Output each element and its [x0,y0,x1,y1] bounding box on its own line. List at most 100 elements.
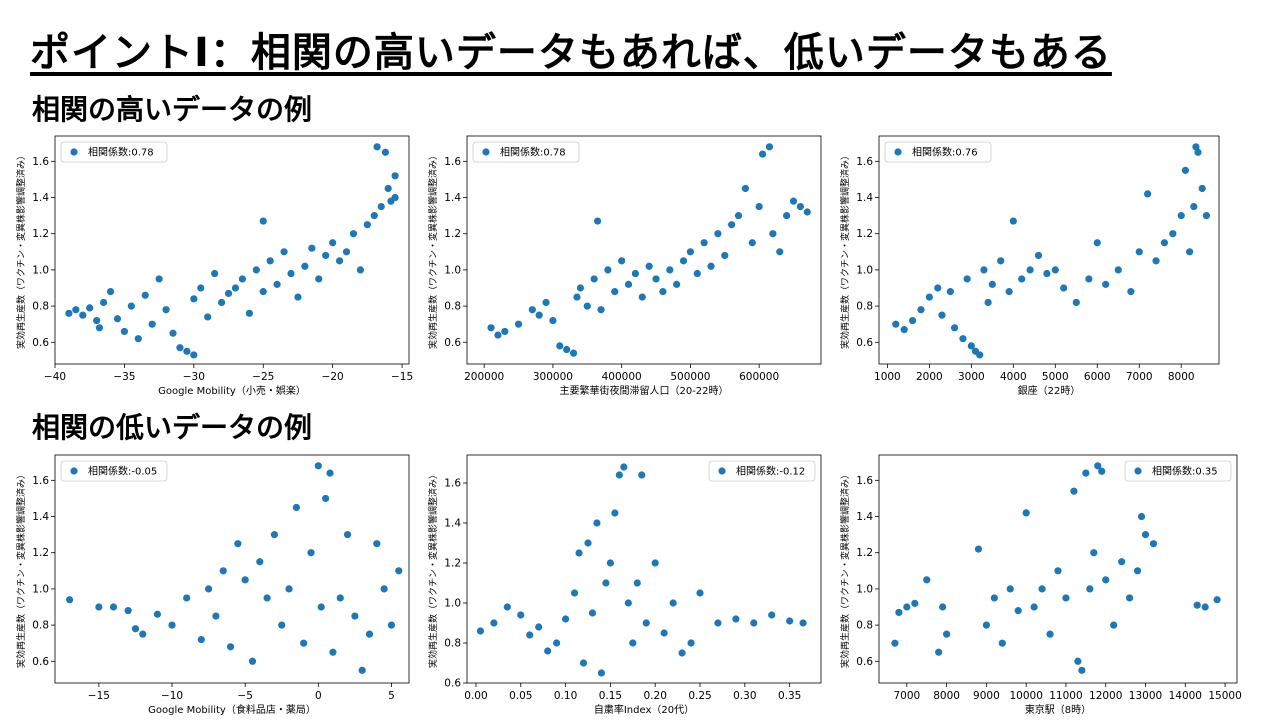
data-point [1193,601,1201,609]
x-tick-label: −10 [161,690,183,702]
data-point [620,463,628,471]
data-point [226,643,235,651]
data-point [148,320,156,328]
legend-label: 相関係数:0.78 [88,146,154,159]
data-point [335,257,344,265]
data-point [120,327,129,336]
data-point [908,316,917,325]
data-point [72,306,80,314]
data-point [652,275,660,283]
data-point [535,623,543,631]
data-point [1030,603,1038,611]
y-tick-label: 1.4 [32,192,49,204]
y-tick-label: 0.8 [856,620,873,632]
data-point [783,212,791,220]
data-point [769,230,777,238]
y-tick-label: 0.8 [444,301,461,313]
x-axis-label: Google Mobility（小売・娯楽） [158,384,306,397]
data-point [900,326,908,334]
data-point [1034,251,1043,260]
data-point [1014,607,1022,615]
data-point [1102,280,1110,288]
legend-box [60,460,168,482]
data-point [1078,666,1086,674]
data-point [1070,487,1078,495]
data-point [391,193,399,202]
data-point [651,559,659,567]
data-point [923,576,931,584]
data-point [631,269,640,278]
data-point [1149,540,1158,548]
data-point [556,342,564,350]
data-point [976,351,984,359]
data-point [575,549,583,557]
data-point [659,288,667,296]
data-point [895,608,903,617]
data-point [1169,230,1177,238]
data-point [1085,275,1093,283]
y-tick-label: 1.4 [856,511,873,523]
legend-label: 相関係数:0.35 [1152,465,1218,478]
legend-label: 相関係数:0.78 [500,146,566,159]
data-point [79,311,87,319]
data-point [294,293,302,301]
data-point [1102,576,1110,584]
y-tick-label: 0.6 [444,337,461,349]
data-point [134,335,142,343]
data-point [106,288,115,296]
data-point [259,217,267,225]
data-point [528,306,536,314]
data-point [501,327,509,336]
data-point [1114,266,1122,274]
y-axis-label: 実効再生産数（ワクチン・変異株影響調整済み） [427,470,439,668]
data-point [597,669,606,677]
data-point [988,280,996,288]
x-tick-label: 400000 [602,371,642,383]
data-point [611,509,619,517]
data-point [65,309,73,317]
legend-label: 相関係数:-0.12 [736,465,805,478]
data-point [212,612,220,620]
data-point [1126,594,1134,602]
data-point [234,540,242,548]
data-point [748,239,756,247]
data-point [714,619,722,627]
x-tick-label: 0.10 [554,690,577,702]
data-point [211,269,219,278]
legend-box [60,141,168,163]
y-tick-label: 1.4 [444,518,461,530]
data-point [292,503,300,512]
data-point [1074,657,1082,665]
x-axis-label: 主要繁華街夜間滞留人口（20-22時） [559,384,728,397]
data-point [1054,567,1062,575]
data-point [984,298,992,307]
y-tick-label: 0.6 [856,337,873,349]
data-point [322,494,330,503]
x-tick-label: 9000 [973,690,1000,702]
data-point [967,342,975,350]
data-point [758,150,767,158]
data-point [638,471,646,479]
y-tick-label: 0.8 [856,301,873,313]
x-tick-label: 0.25 [688,690,711,702]
x-tick-label: 500000 [670,371,710,383]
data-point [563,345,571,354]
data-point [131,625,140,633]
data-point [280,248,288,256]
data-point [183,594,191,602]
data-point [329,239,337,247]
data-point [342,248,351,256]
legend-label: 相関係数:0.76 [912,146,978,159]
x-tick-label: −15 [391,371,413,383]
data-point [109,603,118,611]
data-point [755,202,763,211]
data-point [204,313,212,321]
data-point [190,295,198,303]
data-point [252,266,260,274]
data-point [476,627,485,635]
data-point [238,275,247,283]
data-point [588,609,597,617]
data-point [314,462,322,470]
data-point [494,331,502,339]
